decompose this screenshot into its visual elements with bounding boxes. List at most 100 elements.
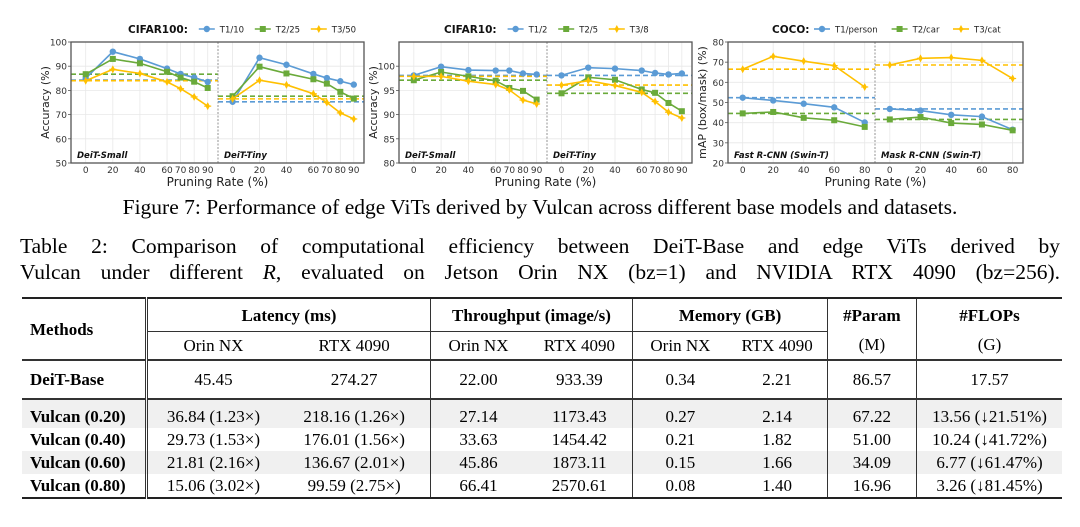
subheader-latency-rtx: RTX 4090 [278, 331, 431, 360]
cell-mem-orin: 0.27 [632, 398, 728, 428]
subheader-memory-rtx: RTX 4090 [727, 331, 828, 360]
point-circle [739, 94, 746, 101]
point-circle [831, 104, 838, 111]
cell-method: Vulcan (0.60) [22, 451, 149, 474]
cell-thr-orin: 45.86 [430, 451, 527, 474]
x-tick-label: 20 [583, 166, 595, 176]
point-square [665, 99, 672, 106]
y-tick-label: 50 [713, 99, 725, 109]
table-caption-line1: Table 2: Comparison of computational eff… [20, 234, 1060, 258]
y-axis-label: Accuracy (%) [39, 66, 52, 139]
x-tick-label: 60 [490, 166, 502, 176]
point-circle [492, 67, 499, 74]
x-axis-label: Pruning Rate (%) [495, 175, 597, 189]
cell-thr-rtx: 2570.61 [526, 474, 634, 499]
point-circle [978, 113, 986, 120]
x-tick-label: 90 [348, 166, 360, 176]
point-square [82, 71, 89, 78]
point-square [739, 110, 746, 117]
x-tick-label: 0 [83, 166, 89, 176]
point-square [861, 123, 868, 130]
y-tick-label: 70 [713, 59, 725, 69]
cell-mem-rtx: 1.66 [727, 451, 828, 474]
subheader-throughput-rtx: RTX 4090 [526, 331, 634, 360]
x-tick-label: 40 [609, 166, 621, 176]
x-tick-label: 80 [663, 166, 675, 176]
x-tick-label: 20 [915, 166, 927, 176]
table-row: Vulcan (0.80) 15.06 (3.02×) 99.59 (2.75×… [22, 474, 1062, 499]
legend-title: COCO: [772, 24, 809, 36]
cell-lat-orin: 36.84 (1.23×) [146, 398, 279, 428]
legend-label: T1/10 [219, 25, 244, 35]
x-tick-label: 40 [281, 166, 293, 176]
x-tick-label: 60 [976, 166, 988, 176]
cell-lat-rtx: 218.16 (1.26×) [278, 398, 431, 428]
point-circle [323, 74, 331, 82]
cell-flops: 13.56 (↓21.51%) [916, 398, 1062, 428]
point-square [652, 89, 659, 96]
cell-method: DeiT-Base [22, 359, 149, 399]
x-axis-label: Pruning Rate (%) [167, 175, 269, 189]
plot-frame [727, 41, 1024, 164]
x-tick-label: 80 [335, 166, 347, 176]
point-square [465, 73, 472, 80]
cell-mem-orin: 0.34 [632, 359, 728, 399]
cell-thr-rtx: 1173.43 [526, 398, 634, 428]
point-circle [770, 97, 777, 104]
point-square [177, 74, 184, 81]
cell-lat-orin: 45.45 [146, 359, 279, 399]
y-tick-label: 90 [384, 111, 396, 121]
point-square [337, 88, 344, 95]
point-circle [611, 65, 619, 72]
point-square [978, 121, 985, 128]
panel-label: DeiT-Tiny [553, 151, 596, 161]
table-row-baseline: DeiT-Base 45.45 274.27 22.00 933.39 0.34… [22, 359, 1062, 399]
legend-title: CIFAR10: [444, 24, 497, 36]
point-circle [283, 61, 290, 68]
point-square [136, 60, 143, 67]
point-square [948, 120, 955, 127]
cell-lat-orin: 29.73 (1.53×) [166, 429, 261, 449]
point-square [350, 95, 357, 102]
cell-param: 67.22 [827, 398, 918, 428]
efficiency-table: Methods Latency (ms) Throughput (image/s… [22, 297, 1062, 499]
point-circle [558, 72, 565, 79]
point-circle [310, 70, 317, 78]
x-tick-label: 40 [945, 166, 957, 176]
legend-label: T3/cat [973, 25, 1001, 35]
point-circle [350, 81, 357, 88]
cell-flops: 10.24 (↓41.72%) [932, 429, 1047, 449]
y-tick-label: 20 [713, 160, 725, 170]
point-square [886, 116, 893, 123]
y-tick-label: 40 [713, 119, 725, 129]
y-tick-label: 80 [56, 87, 68, 97]
panel-label: Mask R-CNN (Swin-T) [881, 151, 981, 161]
x-tick-label: 20 [254, 166, 266, 176]
cell-flops: 3.26 (↓81.45%) [916, 474, 1062, 499]
x-tick-label: 0 [230, 166, 236, 176]
panel-label: DeiT-Small [77, 151, 128, 161]
plot-area [399, 42, 692, 163]
table-subheader-row: Orin NX RTX 4090 Orin NX RTX 4090 Orin N… [22, 331, 1062, 360]
legend-label: T3/50 [331, 25, 356, 35]
point-square [896, 26, 903, 32]
x-tick-label: 40 [798, 166, 810, 176]
point-square [164, 68, 171, 75]
cell-lat-rtx: 136.67 (2.01×) [278, 451, 431, 474]
col-header-latency: Latency (ms) [146, 297, 431, 332]
cell-param: 51.00 [827, 428, 918, 451]
cell-thr-orin: 66.41 [430, 474, 527, 499]
y-tick-label: 70 [56, 111, 68, 121]
x-tick-label: 70 [321, 166, 333, 176]
subheader-memory-orin: Orin NX [632, 331, 728, 360]
table-caption-text: Vulcan under different [20, 260, 263, 284]
plot-frame [398, 41, 693, 164]
legend-label: T1/2 [528, 25, 548, 35]
point-circle [256, 54, 263, 61]
table-caption-line2: Vulcan under different R, evaluated on J… [20, 259, 1060, 285]
point-square [678, 108, 685, 115]
y-tick-label: 80 [713, 39, 725, 49]
x-tick-label: 0 [559, 166, 565, 176]
